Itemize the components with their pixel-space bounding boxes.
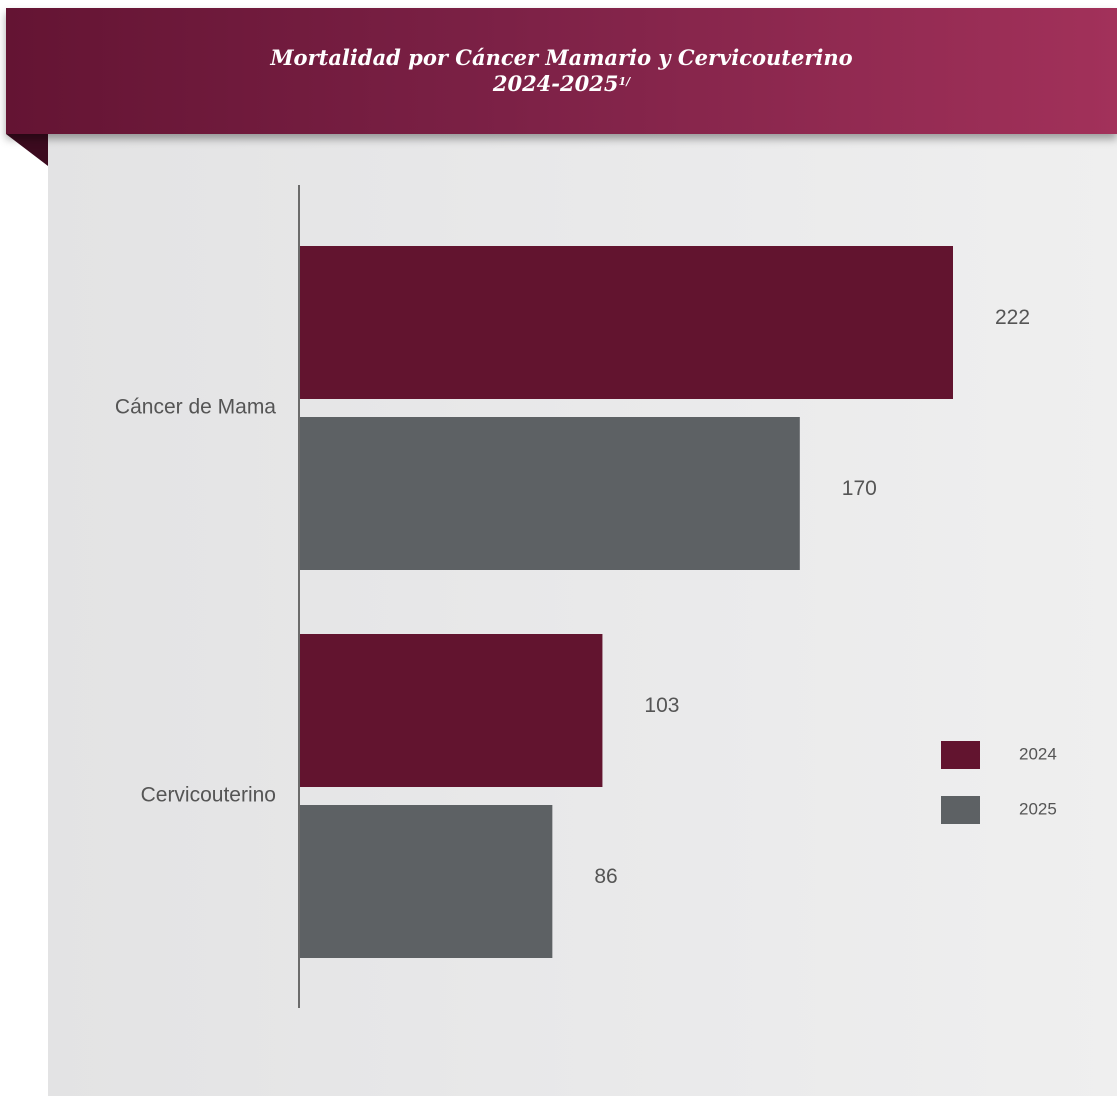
bar-2024-cancer-mama xyxy=(299,246,953,399)
chart-subtitle: 2024-20251/ xyxy=(6,71,1117,97)
title-banner xyxy=(6,8,1117,134)
bar-2024-cervicouterino xyxy=(299,634,603,787)
legend-label-2024: 2024 xyxy=(1019,744,1057,763)
category-label-cancer-mama: Cáncer de Mama xyxy=(115,396,276,419)
legend-label-2025: 2025 xyxy=(1019,799,1057,818)
banner-fold xyxy=(6,134,48,166)
bar-2025-cancer-mama xyxy=(299,417,800,570)
data-label-2024-cancer-mama: 222 xyxy=(995,306,1030,329)
title-years: 2024-2025 xyxy=(492,71,619,96)
data-label-2025-cervicouterino: 86 xyxy=(594,865,617,888)
legend-swatch-2024 xyxy=(941,741,980,769)
bar-2025-cervicouterino xyxy=(299,805,553,958)
data-label-2024-cervicouterino: 103 xyxy=(644,694,679,717)
chart-title: Mortalidad por Cáncer Mamario y Cervicou… xyxy=(270,45,853,70)
title-footnote: 1/ xyxy=(618,75,631,88)
legend-swatch-2025 xyxy=(941,796,980,824)
data-label-2025-cancer-mama: 170 xyxy=(842,477,877,500)
category-label-cervicouterino: Cervicouterino xyxy=(141,784,276,807)
